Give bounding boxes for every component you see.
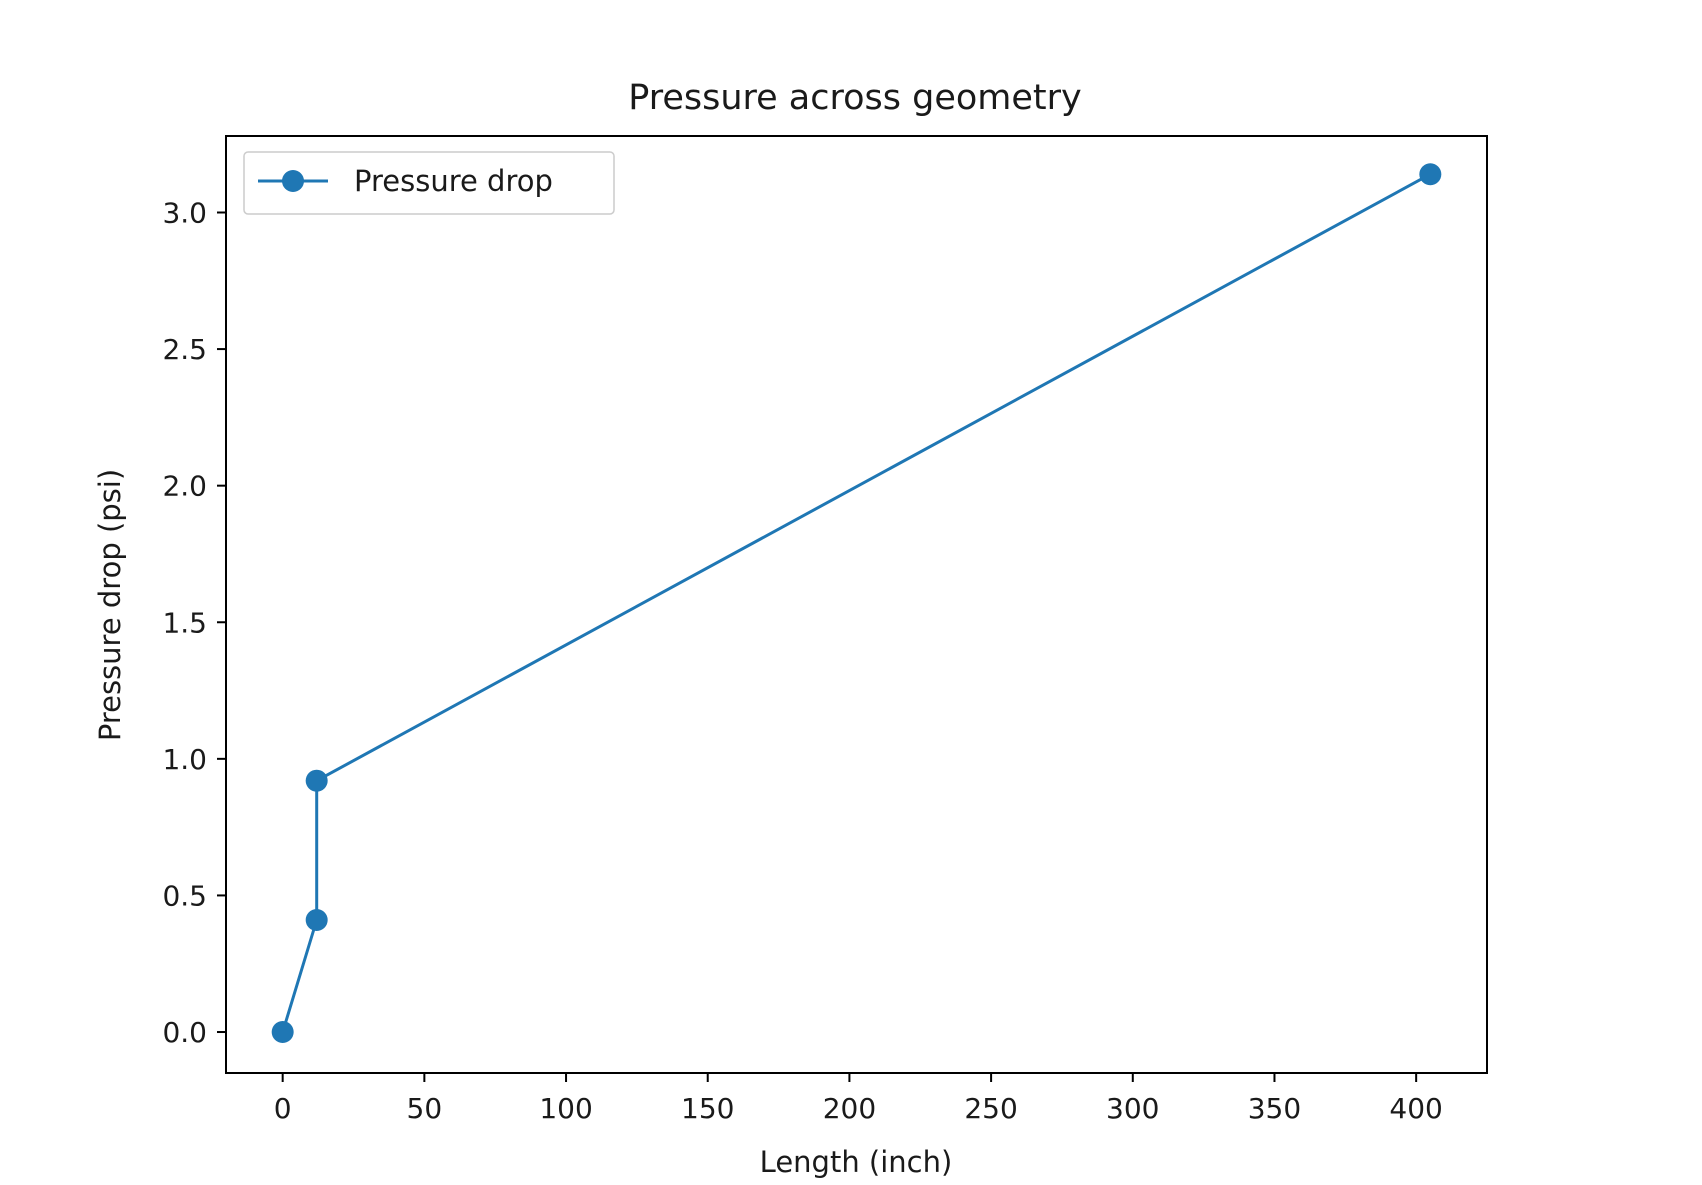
y-axis-label: Pressure drop (psi) [93,469,127,741]
axes-frame [225,135,1488,1074]
x-tick-label: 0 [274,1092,292,1125]
legend: Pressure drop [243,151,615,215]
x-axis-label: Length (inch) [760,1145,953,1179]
x-tick-label: 400 [1389,1092,1442,1125]
data-point [1419,163,1442,186]
x-tick-label: 100 [539,1092,592,1125]
x-axis-ticks: 0 50 100 150 200 250 300 350 400 [274,1073,1443,1125]
series-line [281,172,1432,1033]
y-tick-label: 0.5 [162,879,207,912]
legend-box [243,151,615,215]
legend-series-marker [282,170,304,192]
x-tick-label: 250 [964,1092,1017,1125]
x-tick-label: 200 [823,1092,876,1125]
y-axis-ticks: 0.0 0.5 1.0 1.5 2.0 2.5 3.0 [162,196,226,1049]
y-tick-label: 3.0 [162,196,207,229]
legend-series-label: Pressure drop [354,164,553,198]
x-tick-label: 50 [407,1092,443,1125]
data-point [305,909,328,932]
data-point [271,1021,294,1044]
chart-title: Pressure across geometry [628,78,1082,118]
x-tick-label: 350 [1248,1092,1301,1125]
y-tick-label: 1.0 [162,743,207,776]
data-point [305,769,328,792]
y-tick-label: 1.5 [162,606,207,639]
x-tick-label: 150 [681,1092,734,1125]
y-tick-label: 2.0 [162,470,207,503]
y-tick-label: 2.5 [162,333,207,366]
plot-area [225,135,1488,1074]
x-tick-label: 300 [1106,1092,1159,1125]
y-tick-label: 0.0 [162,1016,207,1049]
series-layer [271,163,1442,1044]
